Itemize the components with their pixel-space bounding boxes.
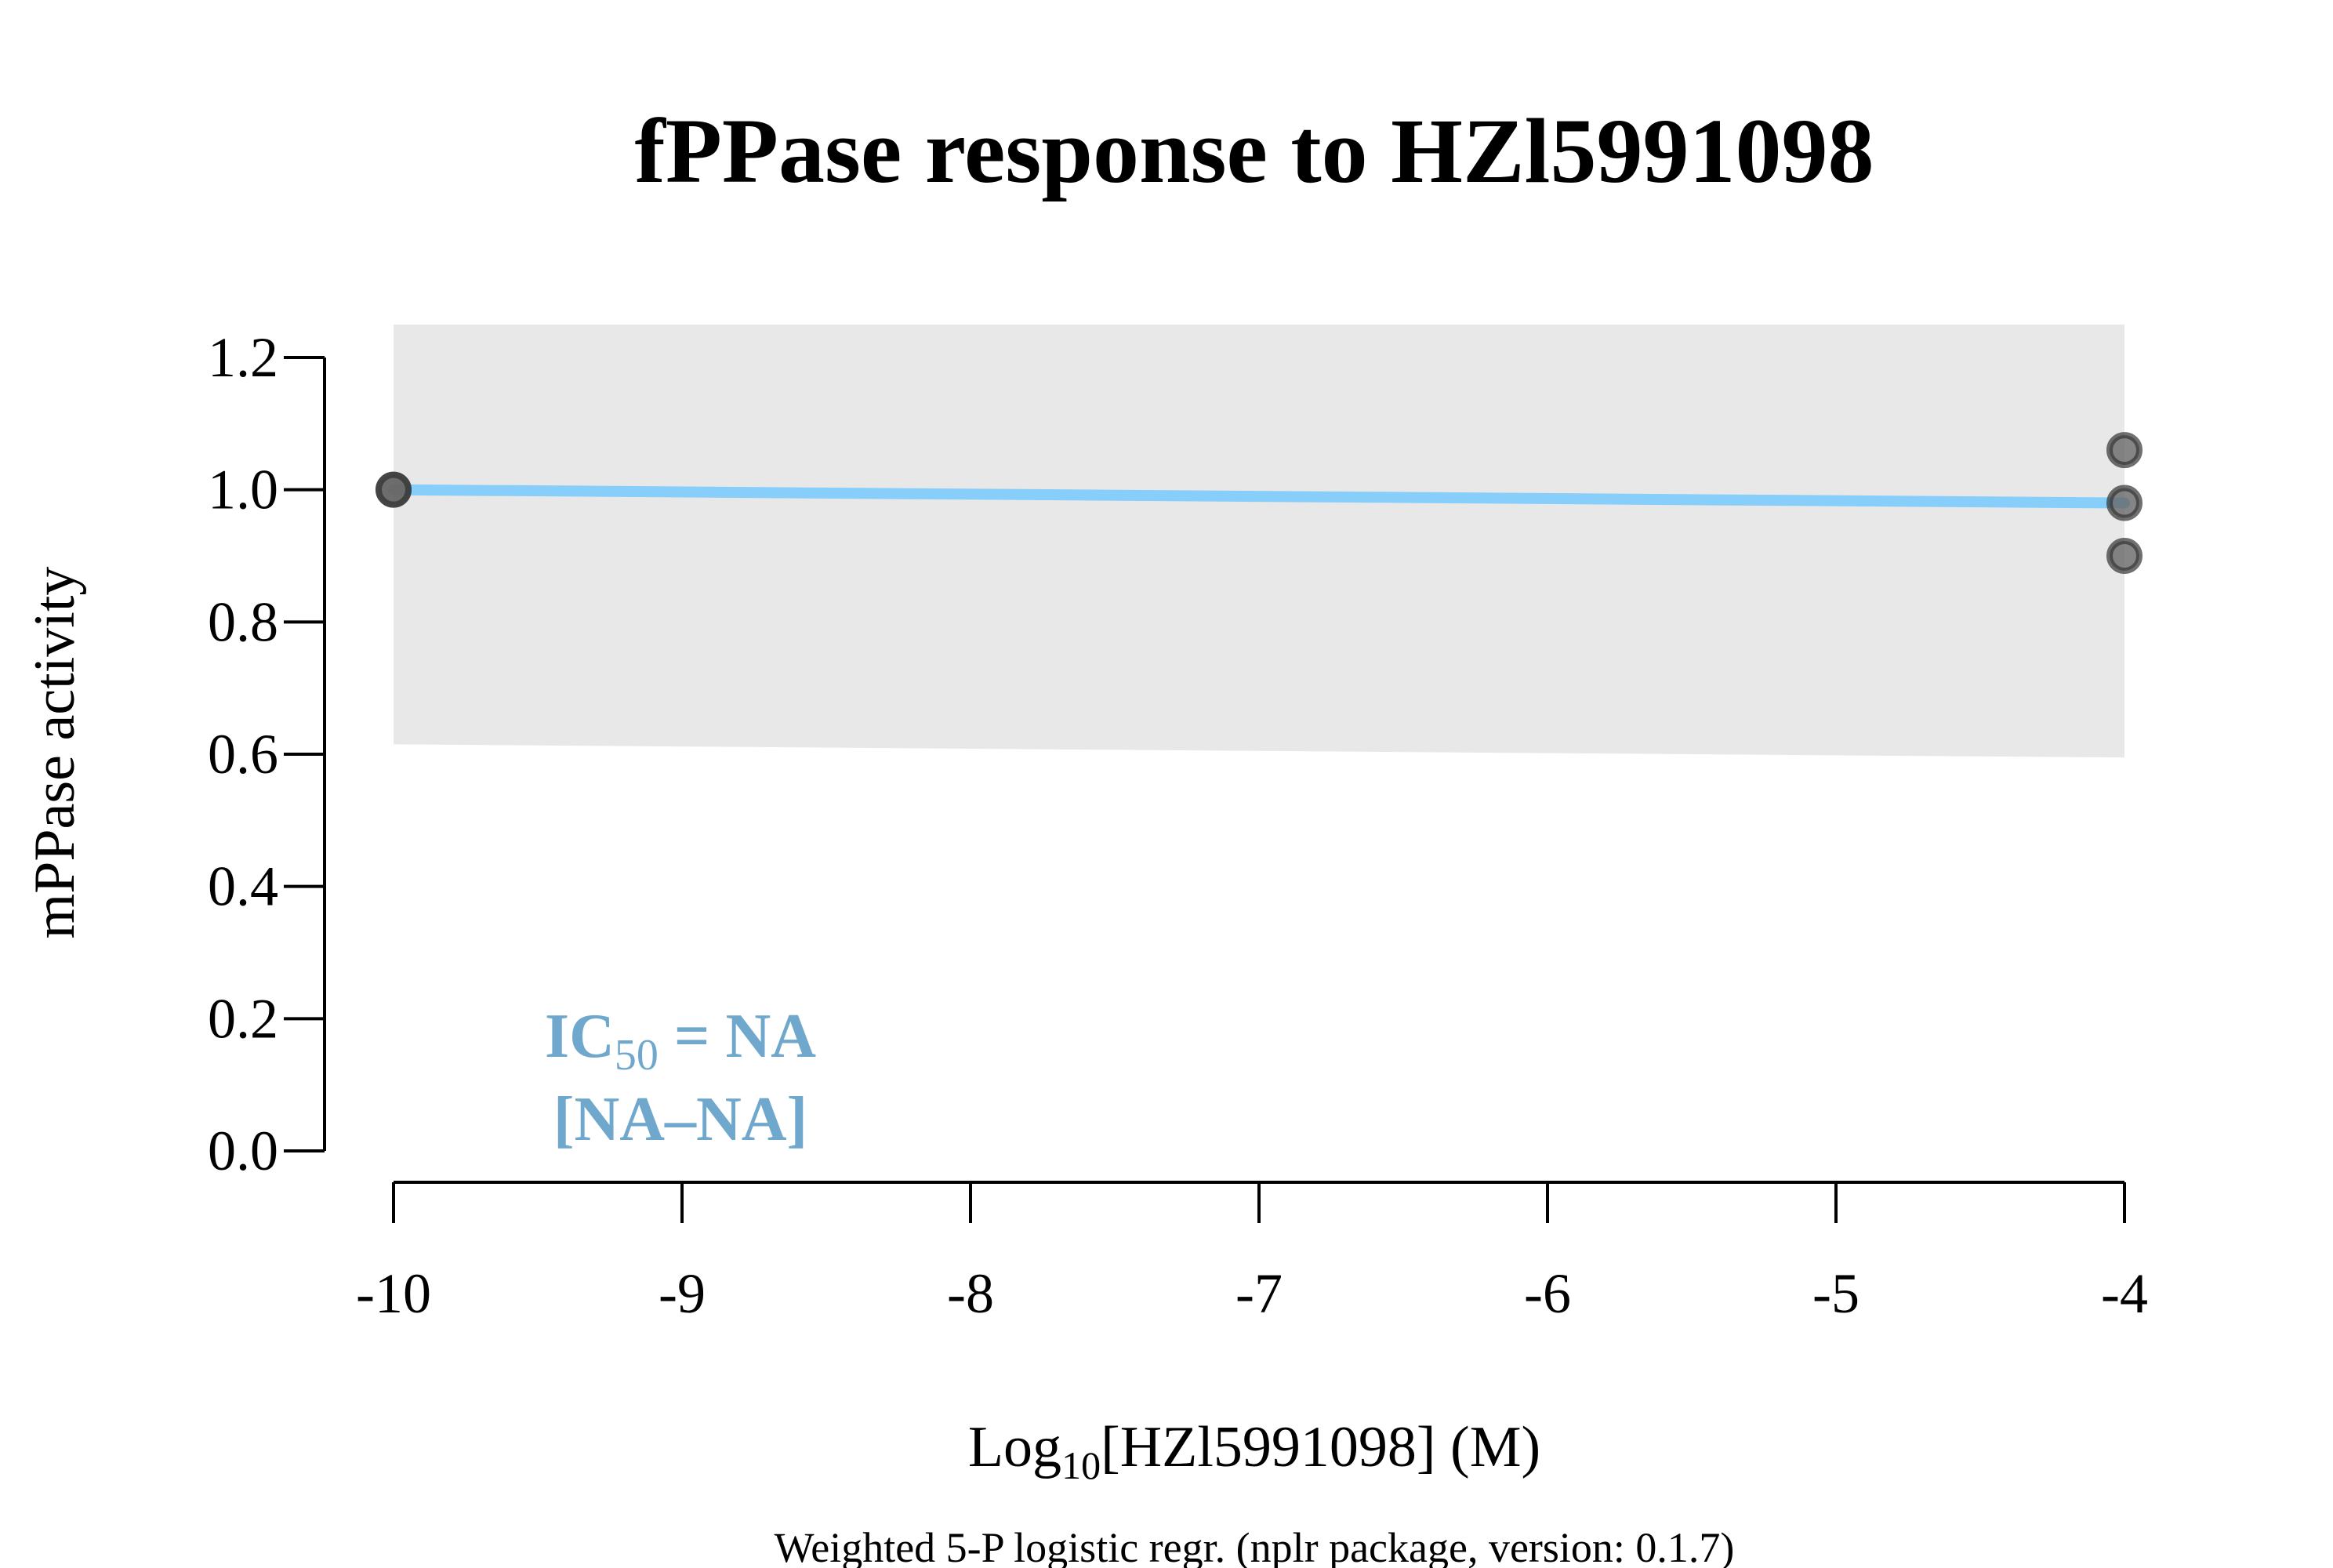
x-axis-label-rest: [HZl5991098] (M) xyxy=(1101,1415,1540,1479)
x-axis-label: Log10[HZl5991098] (M) xyxy=(968,1415,1540,1487)
confidence-band-layer xyxy=(394,325,2124,757)
ic50-interval: [NA–NA] xyxy=(553,1085,807,1154)
ic50-label-sub: 50 xyxy=(615,1031,659,1080)
y-tick-label: 0.0 xyxy=(208,1120,278,1182)
y-axis-label: mPPase activity xyxy=(23,567,87,939)
x-tick-label: -4 xyxy=(2101,1262,2148,1325)
x-tick-label: -6 xyxy=(1524,1262,1571,1325)
data-point xyxy=(2110,488,2139,518)
confidence-band xyxy=(394,325,2124,757)
x-tick-label: -10 xyxy=(356,1262,431,1325)
data-point xyxy=(2110,435,2139,465)
x-axis-label-sub: 10 xyxy=(1061,1443,1101,1487)
caption: Weighted 5-P logistic regr. (nplr packag… xyxy=(775,1524,1735,1568)
y-tick-label: 0.6 xyxy=(208,723,278,786)
x-tick-label: -9 xyxy=(659,1262,706,1325)
x-tick-label: -5 xyxy=(1812,1262,1860,1325)
x-axis-label-main: Log xyxy=(968,1415,1061,1479)
ic50-label-main: IC xyxy=(545,1002,615,1071)
y-tick-label: 1.2 xyxy=(208,326,278,389)
data-point xyxy=(2110,541,2139,571)
chart-title: fPPase response to HZl5991098 xyxy=(635,100,1874,202)
data-point xyxy=(379,475,408,505)
y-tick-label: 0.2 xyxy=(208,987,278,1050)
x-tick-label: -7 xyxy=(1235,1262,1283,1325)
y-tick-label: 1.0 xyxy=(208,459,278,521)
x-tick-label: -8 xyxy=(947,1262,994,1325)
ic50-label: IC50 = NA xyxy=(545,1002,816,1080)
y-tick-label: 0.4 xyxy=(208,855,278,918)
ic50-label-value: = NA xyxy=(659,1002,816,1071)
y-tick-label: 0.8 xyxy=(208,590,278,653)
